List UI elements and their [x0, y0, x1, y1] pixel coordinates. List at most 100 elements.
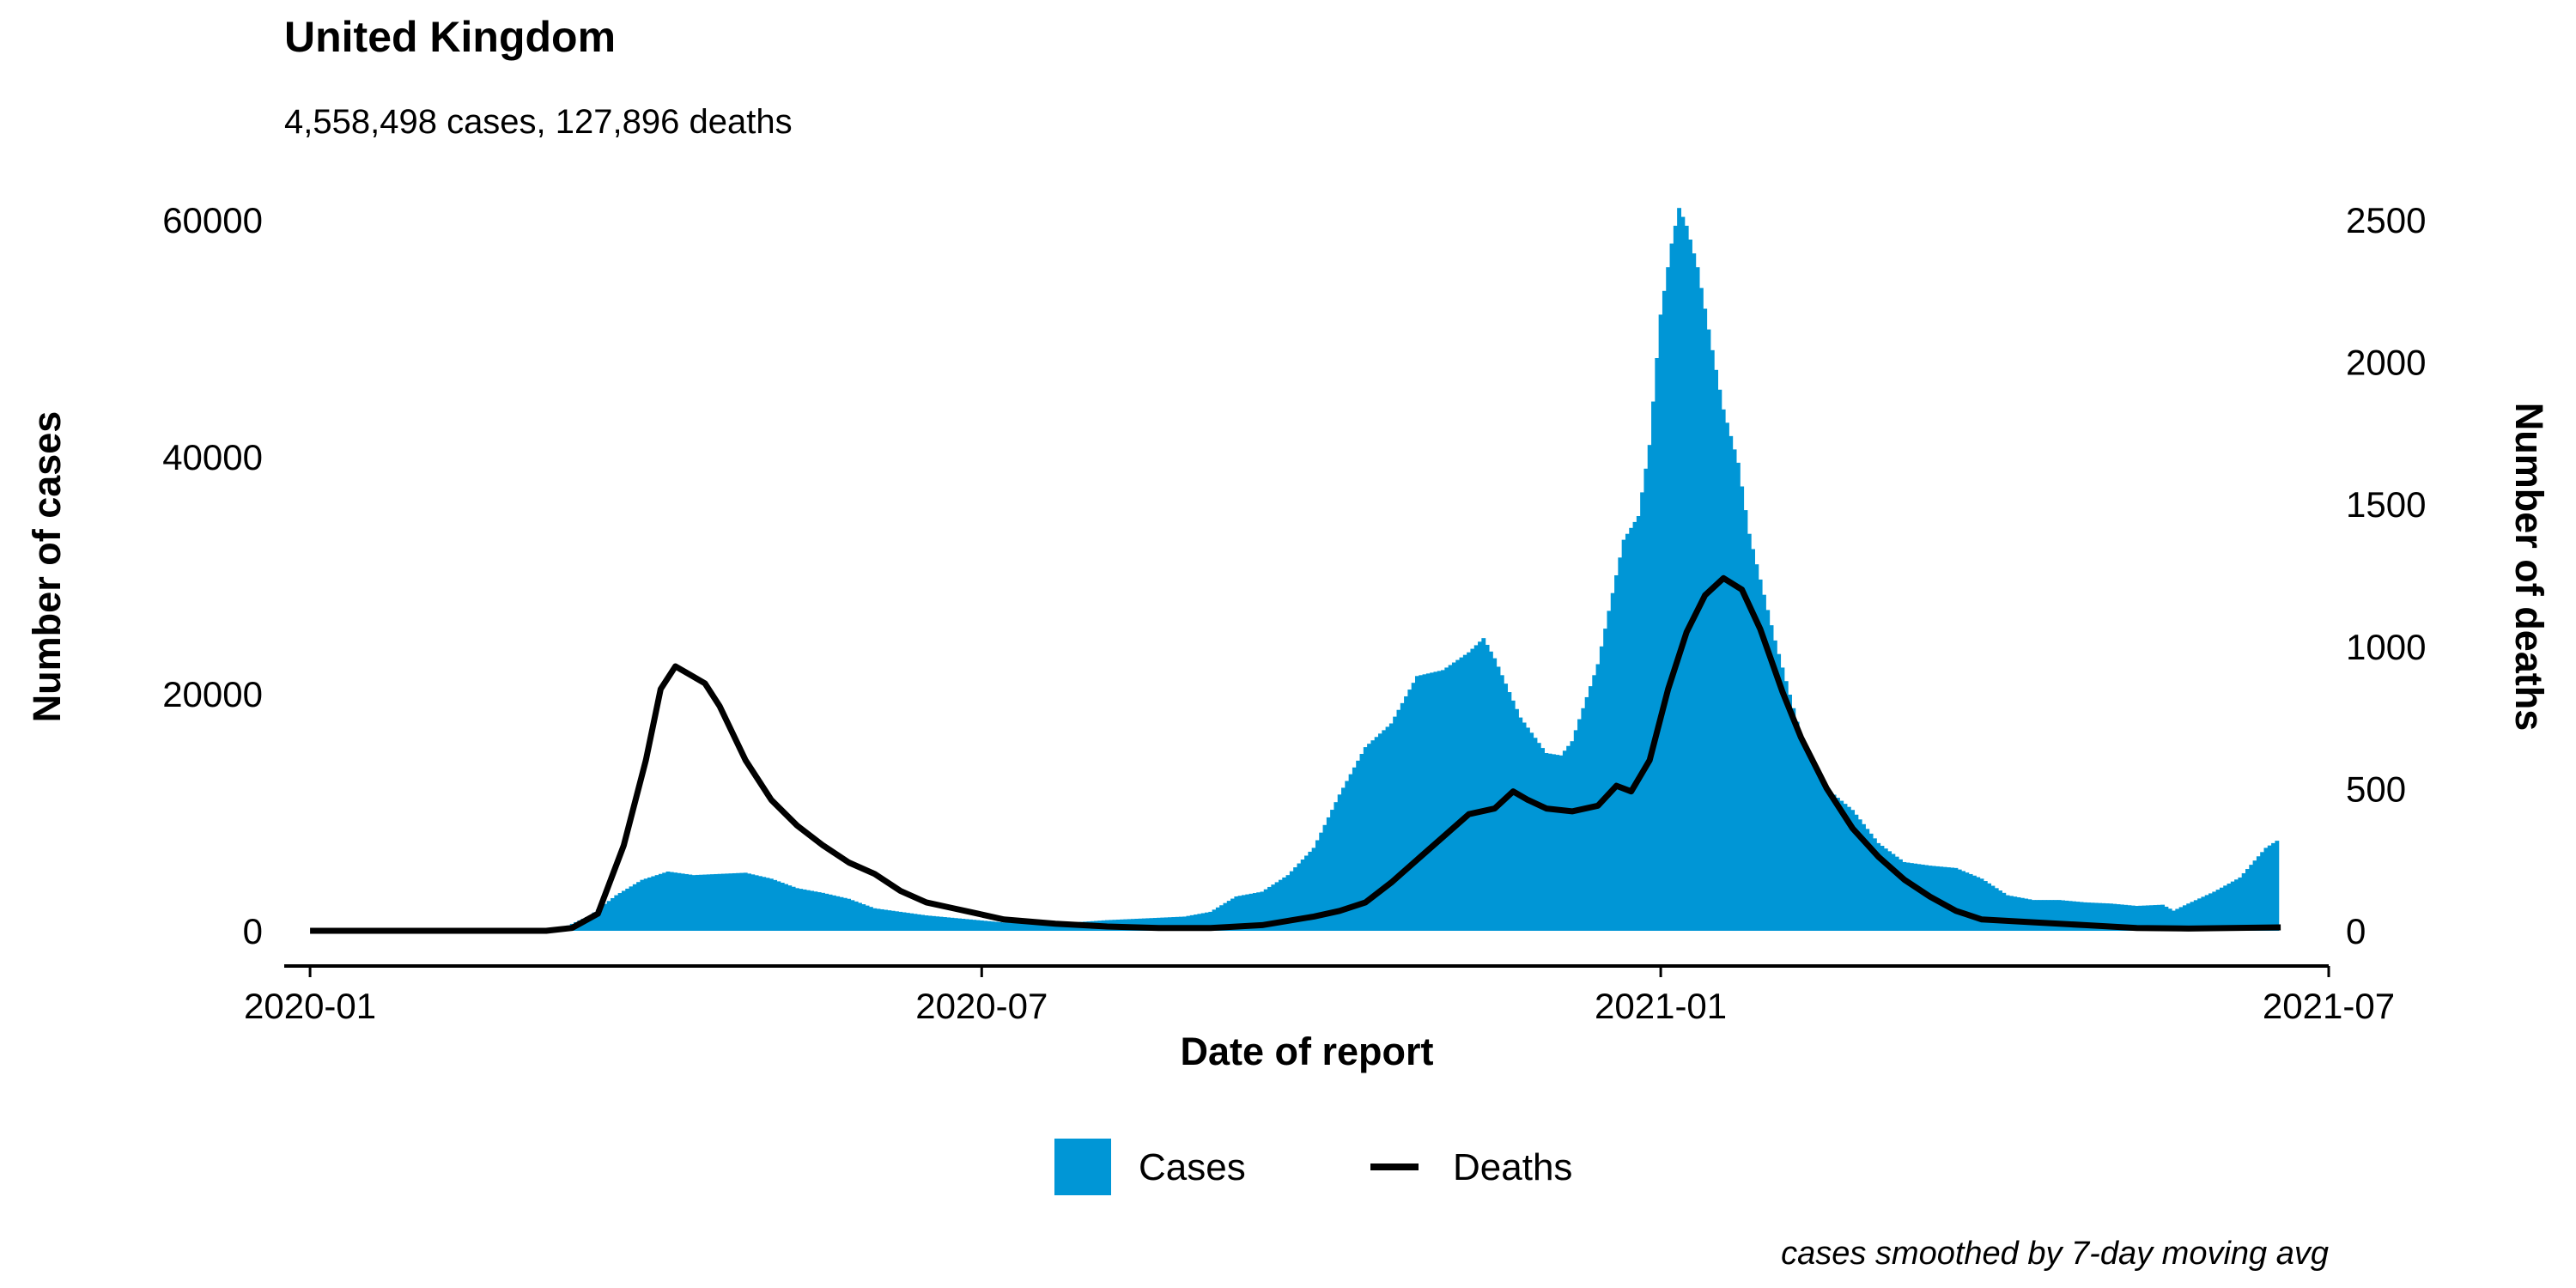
cases-bar: [2241, 872, 2246, 931]
cases-bar: [2149, 905, 2154, 931]
cases-bar: [662, 872, 667, 931]
cases-bar: [1053, 923, 1058, 931]
cases-bar: [717, 873, 722, 931]
cases-bar: [1710, 349, 1715, 931]
cases-bar: [2142, 905, 2147, 931]
cases-bar: [1577, 719, 1582, 931]
x-tick-label: 2020-01: [244, 986, 376, 1026]
cases-bar: [887, 910, 892, 931]
cases-bar: [665, 872, 671, 931]
cases-bar: [1285, 875, 1291, 931]
cases-bar: [2064, 900, 2069, 931]
cases-bar: [1706, 329, 1711, 931]
cases-bar: [1027, 923, 1032, 931]
cases-bar: [1758, 579, 1763, 931]
cases-bar: [1695, 267, 1700, 931]
cases-bar: [1422, 674, 1427, 931]
cases-bar: [1356, 760, 1361, 931]
cases-bar: [1341, 787, 1346, 931]
cases-bar: [2090, 902, 2095, 931]
cases-bar: [1363, 747, 1368, 931]
cases-bar: [1049, 923, 1054, 931]
cases-bar: [1348, 774, 1353, 931]
cases-bar: [1802, 743, 1807, 931]
cases-bar: [1396, 709, 1401, 931]
cases-bar: [2020, 897, 2025, 931]
cases-bar: [1515, 708, 1519, 931]
cases-bar: [1555, 755, 1560, 931]
cases-bar: [835, 896, 841, 931]
cases-bar: [1791, 708, 1796, 931]
cases-bar: [1249, 893, 1254, 931]
cases-bar: [1832, 794, 1837, 931]
cases-bar: [791, 886, 796, 931]
cases-bar: [614, 895, 619, 931]
cases-bar: [902, 912, 907, 931]
cases-bar: [994, 921, 999, 931]
cases-bar: [1152, 918, 1157, 931]
cases-bar: [1433, 671, 1438, 931]
cases-bar: [2182, 905, 2187, 931]
cases-bar: [1806, 750, 1811, 931]
chart-subtitle: 4,558,498 cases, 127,896 deaths: [284, 103, 793, 141]
chart-caption: cases smoothed by 7-day moving avg: [1781, 1236, 2329, 1272]
cases-bar: [894, 911, 899, 931]
cases-bar: [1655, 358, 1660, 931]
cases-bar: [584, 917, 589, 931]
cases-bar: [1809, 757, 1814, 931]
cases-bar: [1651, 401, 1656, 932]
cases-bar: [1319, 832, 1324, 931]
cases-bar: [942, 917, 947, 931]
cases-bar: [1492, 658, 1498, 931]
cases-bar: [2267, 845, 2272, 931]
cases-bar: [1814, 765, 1819, 931]
cases-bar: [658, 873, 663, 931]
cases-bar: [2252, 860, 2257, 931]
cases-bar: [1444, 667, 1449, 931]
cases-bar: [769, 878, 774, 931]
right-axis-ticks: 0 500 1000 1500 2000 2500: [2346, 200, 2426, 951]
cases-bar: [1643, 468, 1649, 931]
cases-bar: [1219, 905, 1224, 931]
cases-bar: [1965, 872, 1970, 931]
cases-bar: [2008, 896, 2014, 931]
cases-bar: [784, 884, 788, 931]
y-tick-label-right: 500: [2346, 769, 2406, 809]
cases-bar: [2112, 903, 2117, 931]
cases-bar: [2197, 898, 2202, 931]
cases-bar: [1470, 648, 1475, 931]
cases-bar: [920, 914, 925, 931]
cases-bar: [2075, 902, 2081, 931]
cases-bar: [787, 885, 793, 931]
cases-bar: [1971, 875, 1977, 931]
cases-bar: [1425, 673, 1431, 931]
cases-bar: [1411, 683, 1416, 931]
cases-bar: [606, 901, 611, 931]
cases-bar: [1518, 717, 1523, 931]
cases-bar: [1326, 817, 1331, 931]
cases-bar: [1599, 646, 1604, 931]
cases-bar: [1430, 672, 1435, 931]
cases-bar: [1899, 859, 1903, 931]
cases-bar: [1883, 848, 1888, 931]
cases-bar: [909, 913, 914, 931]
y-tick-label-right: 2000: [2346, 343, 2426, 383]
cases-bar: [2193, 900, 2198, 931]
cases-bar: [2260, 852, 2265, 931]
cases-bar: [972, 920, 977, 931]
cases-bar: [1987, 883, 1992, 931]
cases-bar: [2050, 900, 2055, 931]
cases-bar: [1636, 516, 1641, 931]
cases-bar: [1566, 745, 1571, 931]
cases-bar: [872, 908, 878, 931]
cases-bar: [762, 877, 767, 931]
cases-bar: [691, 875, 696, 931]
cases-bar: [1603, 629, 1608, 931]
cases-bar: [632, 884, 637, 931]
cases-bar: [611, 897, 615, 931]
cases-bar: [1536, 743, 1541, 931]
cases-bar: [1894, 856, 1899, 931]
cases-bar: [1618, 557, 1623, 931]
cases-bar: [1850, 810, 1856, 931]
cases-bar: [2167, 908, 2172, 931]
